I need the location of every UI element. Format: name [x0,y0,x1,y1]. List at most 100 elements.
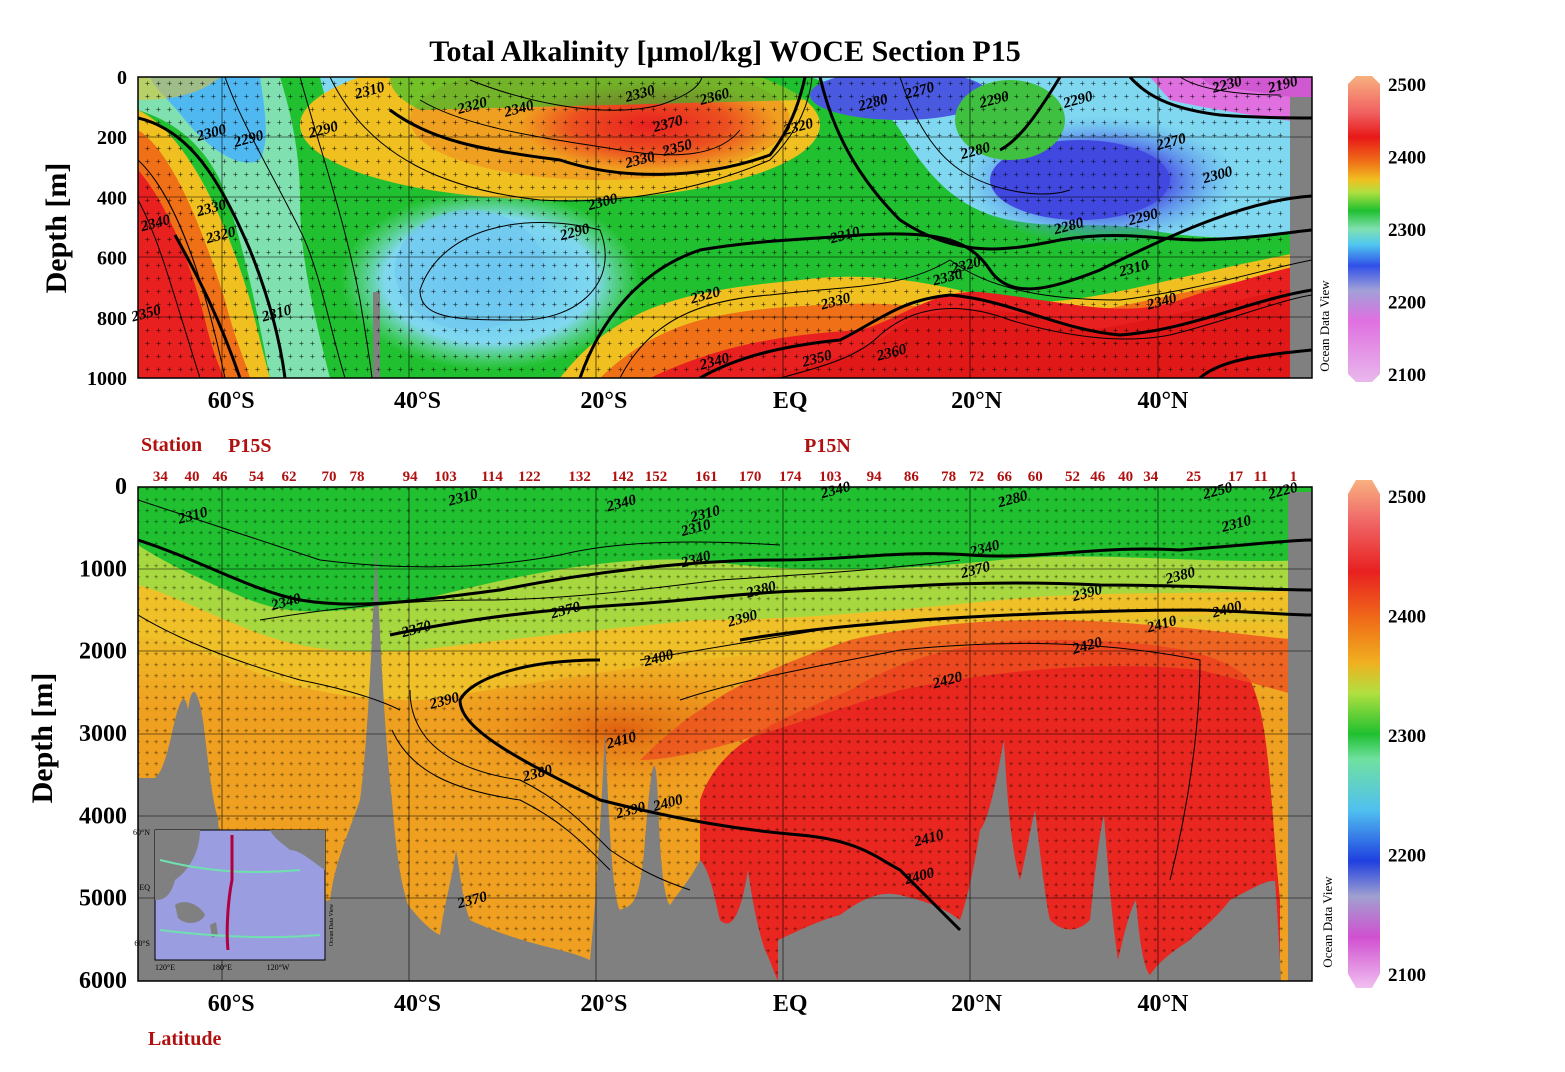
contour-label: 2320 [688,284,723,308]
contour-label: 2380 [1163,564,1198,588]
contour-label: 2220 [1265,480,1300,504]
contour-label: 2330 [194,197,229,221]
upper-credit: Ocean Data View [1317,280,1332,372]
upper-xtick-label: 60°S [208,388,255,414]
contour-label: 2390 [725,607,760,631]
lower-xtick-label: 40°S [394,991,441,1017]
contour-label: 2360 [697,85,732,109]
chart-title: Total Alkalinity [µmol/kg] WOCE Section … [429,35,1021,68]
contour-label: 2390 [1070,582,1105,606]
station-number: 132 [568,469,591,485]
lower-ytick-label: 5000 [79,886,127,912]
contour-label: 2320 [203,224,238,248]
station-number: 17 [1228,469,1244,485]
inset-lat-60n: 60°N [133,828,150,837]
station-number: 11 [1254,469,1268,485]
upper-ytick-label: 200 [97,127,127,149]
section-label: P15N [804,435,851,457]
upper-colorbar-tick: 2500 [1388,75,1426,96]
lower-colorbar-tick: 2200 [1388,846,1426,867]
contour-label: 2410 [911,827,946,851]
station-number: 34 [1143,469,1159,485]
inset-land-nz [210,922,218,938]
lower-credit: Ocean Data View [1320,876,1335,968]
contour-label: 2310 [1116,257,1151,281]
lower-ytick-label: 0 [115,474,127,500]
contour-label: 2350 [800,347,835,371]
contour-label: 2300 [194,122,229,146]
contour-label: 2290 [231,128,266,152]
contour-label: 2420 [930,669,965,693]
station-number: 78 [349,469,364,485]
contour-label: 2290 [1061,88,1096,112]
station-number: 94 [867,469,883,485]
lower-xaxis: 60°S 40°S 20°S EQ 20°N 40°N [208,991,1189,1017]
station-number: 52 [1065,469,1080,485]
upper-xtick-label: EQ [773,388,808,414]
contour-label: 2330 [623,149,658,173]
lower-ytick-label: 1000 [79,556,127,582]
contour-label: 2290 [557,221,592,245]
contour-label: 2340 [697,350,732,374]
upper-grid [138,77,1312,378]
contour-label: 2310 [828,224,863,248]
upper-xtick-label: 40°S [394,388,441,414]
upper-colorbar-tick: 2100 [1388,365,1426,386]
contour-label: 2310 [688,503,723,527]
station-number: 142 [611,469,634,485]
upper-colorbar-ticks: 2500 2400 2300 2200 2100 [1388,75,1426,386]
lower-xtick-label: 40°N [1137,991,1189,1017]
contour-label: 2390 [613,799,648,823]
upper-ytick-label: 400 [97,187,127,209]
upper-ytick-label: 600 [97,248,127,270]
station-numbers: 34 40 46 54 62 70 78 94 103 114 122 132 142 152 161 170… [153,469,1297,485]
lower-yaxis: 0 1000 2000 3000 4000 5000 6000 [79,474,127,994]
station-number: 46 [212,469,228,485]
contour-label: 2420 [1070,634,1105,658]
contour-label: 2280 [1051,215,1086,239]
station-number: 170 [739,469,762,485]
lower-ytick-label: 4000 [79,803,127,829]
contour-label: 2280 [958,140,993,164]
station-number: 174 [779,469,802,485]
contour-label: 2410 [1144,613,1179,637]
contour-label: 2290 [977,88,1012,112]
section-label: P15S [228,435,271,457]
station-number: 1 [1290,469,1298,485]
inset-section-track [225,835,234,951]
station-number: 40 [1118,469,1133,485]
lower-ytick-label: 3000 [79,721,127,747]
station-number: 25 [1186,469,1201,485]
contour-label: 2370 [548,599,583,623]
inset-lon-180e: 180°E [212,963,232,972]
inset-land-australia [175,902,205,923]
lower-xtick-label: 20°S [580,991,627,1017]
upper-colorbar [1348,76,1380,382]
contour-label: 2370 [455,889,490,913]
lower-colorbar-tick: 2400 [1388,607,1426,628]
contour-label: 2330 [623,82,658,106]
contour-label: 2400 [651,792,686,816]
lower-ytick-label: 6000 [79,968,127,994]
contour-label: 2310 [352,79,387,103]
contour-label: 2350 [129,302,164,326]
station-number: 34 [153,469,169,485]
station-number: 114 [481,469,503,485]
contour-label: 2310 [678,517,713,541]
lower-ytick-label: 2000 [79,639,127,665]
contour-label: 2340 [818,479,853,503]
contour-label: 2310 [259,302,294,326]
contour-label: 2340 [138,212,173,236]
contour-label: 2320 [781,116,816,140]
upper-xtick-label: 40°N [1137,388,1189,414]
contour-label: 2330 [818,290,853,314]
upper-ytick-label: 1000 [87,368,127,390]
lower-ylabel: Depth [m] [26,673,59,804]
lower-xtick-label: 20°N [951,991,1003,1017]
contour-label: 2310 [175,504,210,528]
contour-label: 2230 [1210,73,1245,97]
station-number: 78 [941,469,956,485]
contour-label: 2300 [1200,164,1235,188]
section-labels: P15S P15N [228,435,851,457]
contour-label: 2370 [958,559,993,583]
